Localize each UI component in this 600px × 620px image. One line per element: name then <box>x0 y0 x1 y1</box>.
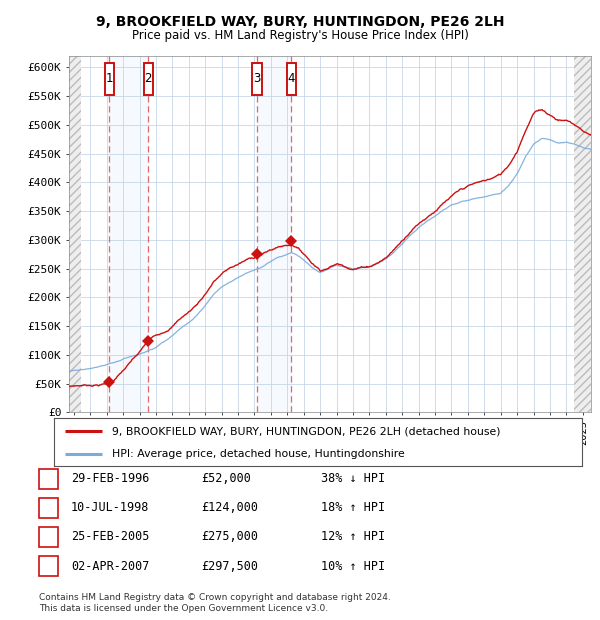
Text: £52,000: £52,000 <box>201 472 251 485</box>
Text: 12% ↑ HPI: 12% ↑ HPI <box>321 531 385 543</box>
Text: £297,500: £297,500 <box>201 560 258 572</box>
FancyBboxPatch shape <box>253 63 262 95</box>
Text: 10-JUL-1998: 10-JUL-1998 <box>71 502 149 514</box>
Text: HPI: Average price, detached house, Huntingdonshire: HPI: Average price, detached house, Hunt… <box>112 449 405 459</box>
Text: 2: 2 <box>45 502 52 514</box>
Text: Contains HM Land Registry data © Crown copyright and database right 2024.
This d: Contains HM Land Registry data © Crown c… <box>39 593 391 613</box>
Text: £124,000: £124,000 <box>201 502 258 514</box>
Text: Price paid vs. HM Land Registry's House Price Index (HPI): Price paid vs. HM Land Registry's House … <box>131 29 469 42</box>
Text: 3: 3 <box>253 73 260 86</box>
FancyBboxPatch shape <box>143 63 153 95</box>
Text: 29-FEB-1996: 29-FEB-1996 <box>71 472 149 485</box>
Text: 38% ↓ HPI: 38% ↓ HPI <box>321 472 385 485</box>
Bar <box>109 56 148 412</box>
Text: £275,000: £275,000 <box>201 531 258 543</box>
Text: 4: 4 <box>45 560 52 572</box>
Text: 3: 3 <box>45 531 52 543</box>
Text: 4: 4 <box>287 73 295 86</box>
Text: 02-APR-2007: 02-APR-2007 <box>71 560 149 572</box>
Text: 9, BROOKFIELD WAY, BURY, HUNTINGDON, PE26 2LH: 9, BROOKFIELD WAY, BURY, HUNTINGDON, PE2… <box>96 16 504 30</box>
Text: 2: 2 <box>145 73 152 86</box>
Text: 18% ↑ HPI: 18% ↑ HPI <box>321 502 385 514</box>
Bar <box>257 56 292 412</box>
FancyBboxPatch shape <box>105 63 114 95</box>
Text: 1: 1 <box>106 73 113 86</box>
Text: 10% ↑ HPI: 10% ↑ HPI <box>321 560 385 572</box>
Text: 25-FEB-2005: 25-FEB-2005 <box>71 531 149 543</box>
Text: 1: 1 <box>45 472 52 485</box>
Text: 9, BROOKFIELD WAY, BURY, HUNTINGDON, PE26 2LH (detached house): 9, BROOKFIELD WAY, BURY, HUNTINGDON, PE2… <box>112 427 500 436</box>
FancyBboxPatch shape <box>287 63 296 95</box>
